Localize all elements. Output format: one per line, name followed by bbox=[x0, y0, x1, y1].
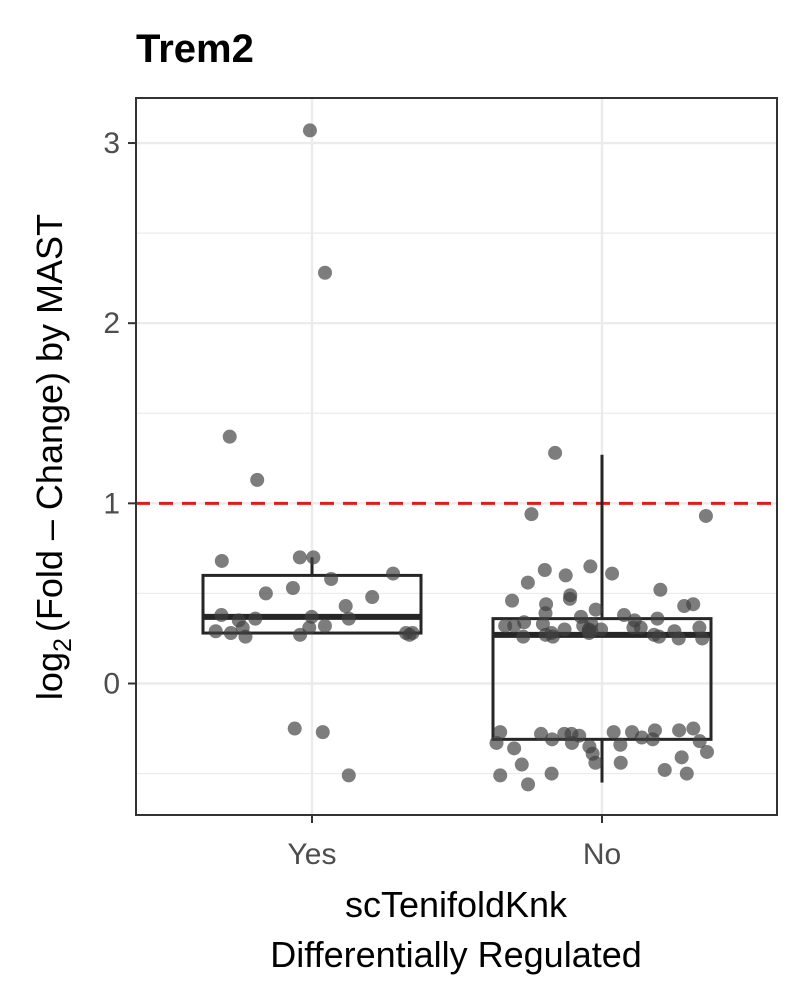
data-point bbox=[558, 568, 573, 583]
plot-panel bbox=[136, 98, 777, 815]
box-no bbox=[491, 617, 713, 741]
data-point bbox=[626, 620, 641, 635]
data-point bbox=[292, 550, 307, 565]
data-point bbox=[248, 611, 263, 626]
data-point bbox=[686, 721, 701, 736]
data-point bbox=[293, 627, 308, 642]
data-point bbox=[695, 631, 710, 646]
data-point bbox=[588, 602, 603, 617]
data-point bbox=[674, 750, 689, 765]
data-point bbox=[493, 725, 508, 740]
data-point bbox=[588, 755, 603, 770]
data-point bbox=[520, 575, 535, 590]
data-point bbox=[613, 737, 628, 752]
data-point bbox=[214, 553, 229, 568]
data-point bbox=[606, 725, 621, 740]
data-point bbox=[238, 629, 253, 644]
data-point bbox=[341, 611, 356, 626]
data-point bbox=[341, 768, 356, 783]
data-point bbox=[548, 445, 563, 460]
data-point bbox=[545, 629, 560, 644]
data-point bbox=[534, 726, 549, 741]
data-point bbox=[698, 508, 713, 523]
data-point bbox=[521, 777, 536, 792]
y-axis-label-body: (Fold – Change) by MAST bbox=[29, 214, 70, 632]
data-point bbox=[562, 591, 577, 606]
data-point bbox=[315, 725, 330, 740]
data-point bbox=[318, 265, 333, 280]
data-point bbox=[535, 617, 550, 632]
data-point bbox=[516, 629, 531, 644]
data-point bbox=[302, 123, 317, 138]
data-point bbox=[557, 622, 572, 637]
data-point bbox=[258, 586, 273, 601]
data-point bbox=[365, 590, 380, 605]
data-point bbox=[493, 768, 508, 783]
panel-border bbox=[135, 97, 778, 816]
data-point bbox=[524, 507, 539, 522]
y-axis-ticks: 0 1 2 3 bbox=[103, 127, 136, 700]
data-point bbox=[677, 599, 692, 614]
data-point bbox=[657, 762, 672, 777]
data-point bbox=[699, 744, 714, 759]
grid-lines bbox=[136, 98, 777, 815]
data-point bbox=[653, 582, 668, 597]
chart-title: Trem2 bbox=[136, 27, 254, 71]
data-point bbox=[544, 766, 559, 781]
data-point bbox=[306, 550, 321, 565]
data-point bbox=[671, 631, 686, 646]
data-point bbox=[538, 606, 553, 621]
y-tick-label: 3 bbox=[103, 127, 120, 160]
data-point bbox=[222, 429, 237, 444]
data-point bbox=[514, 757, 529, 772]
data-point bbox=[582, 626, 597, 641]
data-point bbox=[652, 629, 667, 644]
x-axis-ticks: Yes No bbox=[288, 815, 621, 871]
data-point bbox=[679, 766, 694, 781]
data-point bbox=[605, 566, 620, 581]
x-tick-label: No bbox=[583, 838, 621, 871]
data-point bbox=[505, 593, 520, 608]
data-point bbox=[223, 626, 238, 641]
data-point bbox=[634, 730, 649, 745]
data-point bbox=[489, 735, 504, 750]
x-axis-label-line-2: Differentially Regulated bbox=[270, 934, 642, 975]
y-axis-label-prefix: log bbox=[29, 652, 70, 700]
data-point bbox=[250, 472, 265, 487]
data-point bbox=[537, 562, 552, 577]
y-axis-label: log2 (Fold – Change) by MAST bbox=[29, 214, 77, 700]
data-point bbox=[338, 599, 353, 614]
data-point bbox=[583, 559, 598, 574]
y-tick-label: 1 bbox=[103, 487, 120, 520]
data-point bbox=[507, 741, 522, 756]
data-point bbox=[498, 618, 513, 633]
x-axis-label-line-1: scTenifoldKnk bbox=[345, 884, 568, 925]
point-layer bbox=[208, 123, 714, 792]
data-point bbox=[317, 618, 332, 633]
data-point bbox=[545, 732, 560, 747]
data-point bbox=[285, 581, 300, 596]
data-point bbox=[564, 735, 579, 750]
data-point bbox=[672, 723, 687, 738]
data-point bbox=[613, 755, 628, 770]
y-tick-label: 0 bbox=[103, 667, 120, 700]
data-point bbox=[645, 732, 660, 747]
data-point bbox=[214, 608, 229, 623]
y-axis-label-subscript: 2 bbox=[49, 638, 77, 652]
x-tick-label: Yes bbox=[288, 838, 337, 871]
data-point bbox=[208, 624, 223, 639]
data-point bbox=[692, 620, 707, 635]
data-point bbox=[617, 608, 632, 623]
data-point bbox=[324, 572, 339, 587]
data-point bbox=[287, 721, 302, 736]
y-tick-label: 2 bbox=[103, 307, 120, 340]
data-point bbox=[386, 566, 401, 581]
data-point bbox=[402, 627, 417, 642]
data-point bbox=[692, 734, 707, 749]
data-point bbox=[650, 611, 665, 626]
data-point bbox=[304, 609, 319, 624]
